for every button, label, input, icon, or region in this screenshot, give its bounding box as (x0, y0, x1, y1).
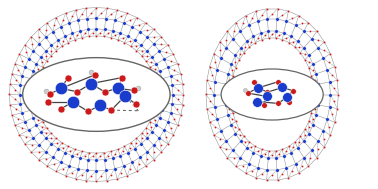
Circle shape (221, 69, 323, 120)
Circle shape (23, 58, 170, 131)
